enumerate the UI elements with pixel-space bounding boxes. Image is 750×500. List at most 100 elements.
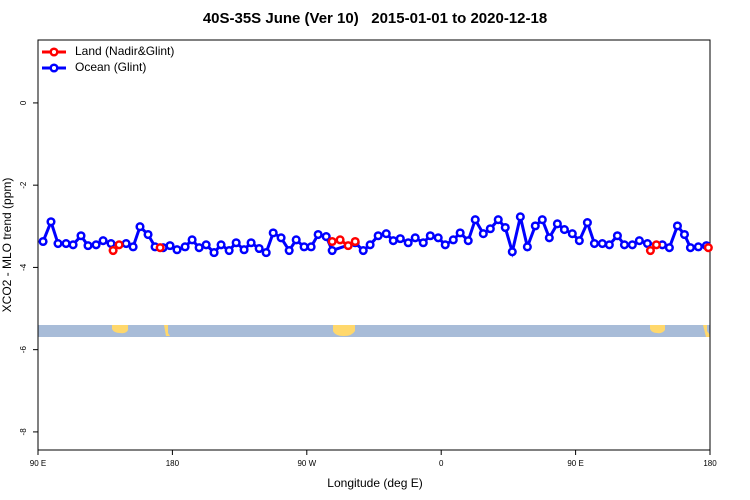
data-point: [589, 239, 599, 249]
data-point: [403, 238, 413, 248]
data-point: [645, 246, 655, 256]
data-point: [559, 225, 569, 235]
data-point: [128, 242, 138, 252]
data-point: [343, 241, 353, 251]
data-point: [201, 240, 211, 250]
data-point: [433, 233, 443, 243]
data-point: [544, 233, 554, 243]
x-tick-label: 90 E: [30, 459, 46, 468]
data-point: [470, 215, 480, 225]
data-point: [291, 235, 301, 245]
data-point: [418, 238, 428, 248]
data-point: [68, 240, 78, 250]
data-point: [485, 224, 495, 234]
data-point: [299, 242, 309, 252]
data-point: [448, 235, 458, 245]
y-tick-label: 0: [19, 100, 28, 105]
data-point: [276, 233, 286, 243]
data-point: [231, 238, 241, 248]
data-point: [642, 239, 652, 249]
y-axis-label: XCO2 - MLO trend (ppm): [0, 178, 14, 313]
y-tick-label: -4: [19, 263, 28, 271]
y-tick-label: -6: [19, 346, 28, 354]
data-point: [515, 212, 525, 222]
data-point: [46, 217, 56, 227]
legend-marker: [49, 63, 59, 73]
chart-title: 40S-35S June (Ver 10) 2015-01-01 to 2020…: [203, 10, 547, 27]
data-point: [254, 243, 264, 254]
data-point: [552, 219, 562, 229]
data-point: [143, 229, 153, 240]
data-point: [335, 235, 345, 245]
data-point: [455, 228, 465, 238]
data-point: [373, 231, 383, 241]
data-point: [582, 218, 592, 228]
x-tick-label: 0: [439, 459, 444, 468]
data-point: [381, 229, 391, 239]
x-tick-label: 90 W: [297, 459, 316, 468]
data-point: [388, 236, 398, 246]
data-point: [664, 243, 674, 253]
data-point: [327, 236, 337, 247]
y-tick-label: -8: [19, 428, 28, 436]
data-point: [327, 246, 337, 256]
data-point: [651, 240, 661, 250]
data-point: [619, 240, 629, 250]
data-point: [679, 229, 690, 240]
data-point: [108, 246, 118, 256]
data-point: [693, 242, 703, 252]
data-point: [106, 239, 116, 249]
data-point: [522, 242, 532, 252]
data-point: [165, 241, 175, 251]
data-point: [604, 240, 614, 250]
data-point: [500, 222, 510, 233]
data-point: [268, 228, 278, 238]
data-point: [672, 221, 682, 231]
data-point: [627, 240, 637, 250]
data-point: [358, 246, 368, 256]
data-point: [38, 236, 48, 247]
legend-label: Land (Nadir&Glint): [75, 44, 174, 58]
data-point: [530, 221, 540, 231]
data-point: [612, 231, 622, 241]
data-point: [83, 241, 93, 251]
data-point: [172, 245, 182, 255]
data-point: [209, 248, 219, 258]
data-point: [537, 215, 547, 225]
data-point: [306, 242, 316, 252]
data-point: [493, 215, 503, 225]
data-point: [425, 231, 435, 241]
legend-marker: [49, 47, 59, 57]
data-point: [321, 232, 331, 242]
data-point: [478, 229, 488, 239]
data-point: [410, 233, 420, 243]
data-point: [53, 239, 63, 249]
data-point: [216, 240, 226, 250]
data-point: [98, 236, 108, 246]
x-axis-label: Longitude (deg E): [327, 476, 422, 490]
data-point: [261, 248, 271, 258]
data-point: [135, 222, 145, 232]
data-point: [114, 240, 124, 250]
y-tick-label: -2: [19, 181, 28, 189]
data-point: [187, 235, 197, 245]
data-point: [61, 239, 71, 249]
data-point: [685, 243, 695, 253]
data-point: [284, 246, 294, 256]
x-tick-label: 180: [703, 459, 717, 468]
data-point: [224, 246, 234, 256]
data-point: [597, 239, 607, 249]
data-point: [395, 234, 405, 244]
data-point: [155, 243, 165, 253]
data-point: [365, 240, 375, 250]
data-point: [463, 236, 473, 246]
x-tick-label: 90 E: [567, 459, 583, 468]
data-point: [634, 236, 644, 246]
data-point: [121, 239, 131, 249]
data-point: [350, 236, 360, 247]
data-point: [76, 231, 86, 241]
data-point: [703, 243, 713, 253]
data-point: [574, 236, 584, 246]
data-point: [91, 240, 101, 250]
